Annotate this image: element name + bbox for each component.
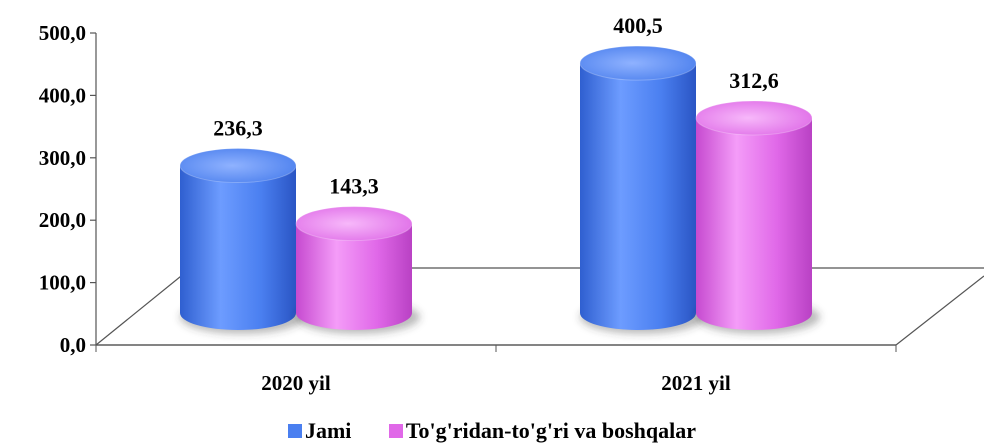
y-tick-label: 200,0	[39, 208, 86, 232]
data-labels: 236,3 143,3 400,5 312,6	[213, 13, 779, 198]
bar-jami	[179, 148, 304, 334]
y-tick-label: 0,0	[60, 333, 86, 357]
x-tick-label: 2021 yil	[661, 371, 731, 395]
bar-body	[180, 165, 296, 330]
bar-top	[179, 148, 297, 184]
bar-top	[579, 45, 697, 81]
legend-swatch-jami	[287, 424, 302, 438]
bar-top	[295, 206, 413, 242]
bar-top	[695, 100, 813, 136]
bar-togridan	[695, 100, 820, 334]
legend-label-jami: Jami	[304, 418, 352, 443]
y-tick-label: 300,0	[39, 146, 86, 170]
bar-body	[580, 63, 696, 330]
x-axis: 2020 yil 2021 yil	[95, 344, 897, 395]
data-label: 400,5	[613, 13, 663, 38]
bar-body	[696, 117, 812, 331]
y-tick-label: 500,0	[39, 21, 86, 45]
bar-togridan	[295, 206, 420, 334]
y-tick-label: 100,0	[39, 271, 86, 295]
legend: Jami To'g'ridan-to'g'ri va boshqalar	[0, 418, 984, 444]
bar-jami	[579, 45, 704, 334]
x-tick-label: 2020 yil	[261, 371, 331, 395]
legend-item-jami: Jami	[287, 418, 352, 444]
bar-body	[296, 223, 412, 330]
legend-swatch-togridan	[388, 424, 403, 438]
data-label: 143,3	[329, 174, 379, 199]
legend-label-togridan: To'g'ridan-to'g'ri va boshqalar	[405, 418, 697, 443]
y-axis: 0,0 100,0 200,0 300,0 400,0 500,0	[39, 21, 97, 357]
legend-item-togridan: To'g'ridan-to'g'ri va boshqalar	[388, 418, 697, 444]
data-label: 236,3	[213, 116, 263, 141]
y-tick-label: 400,0	[39, 83, 86, 107]
data-label: 312,6	[729, 68, 779, 93]
bars	[179, 45, 820, 334]
